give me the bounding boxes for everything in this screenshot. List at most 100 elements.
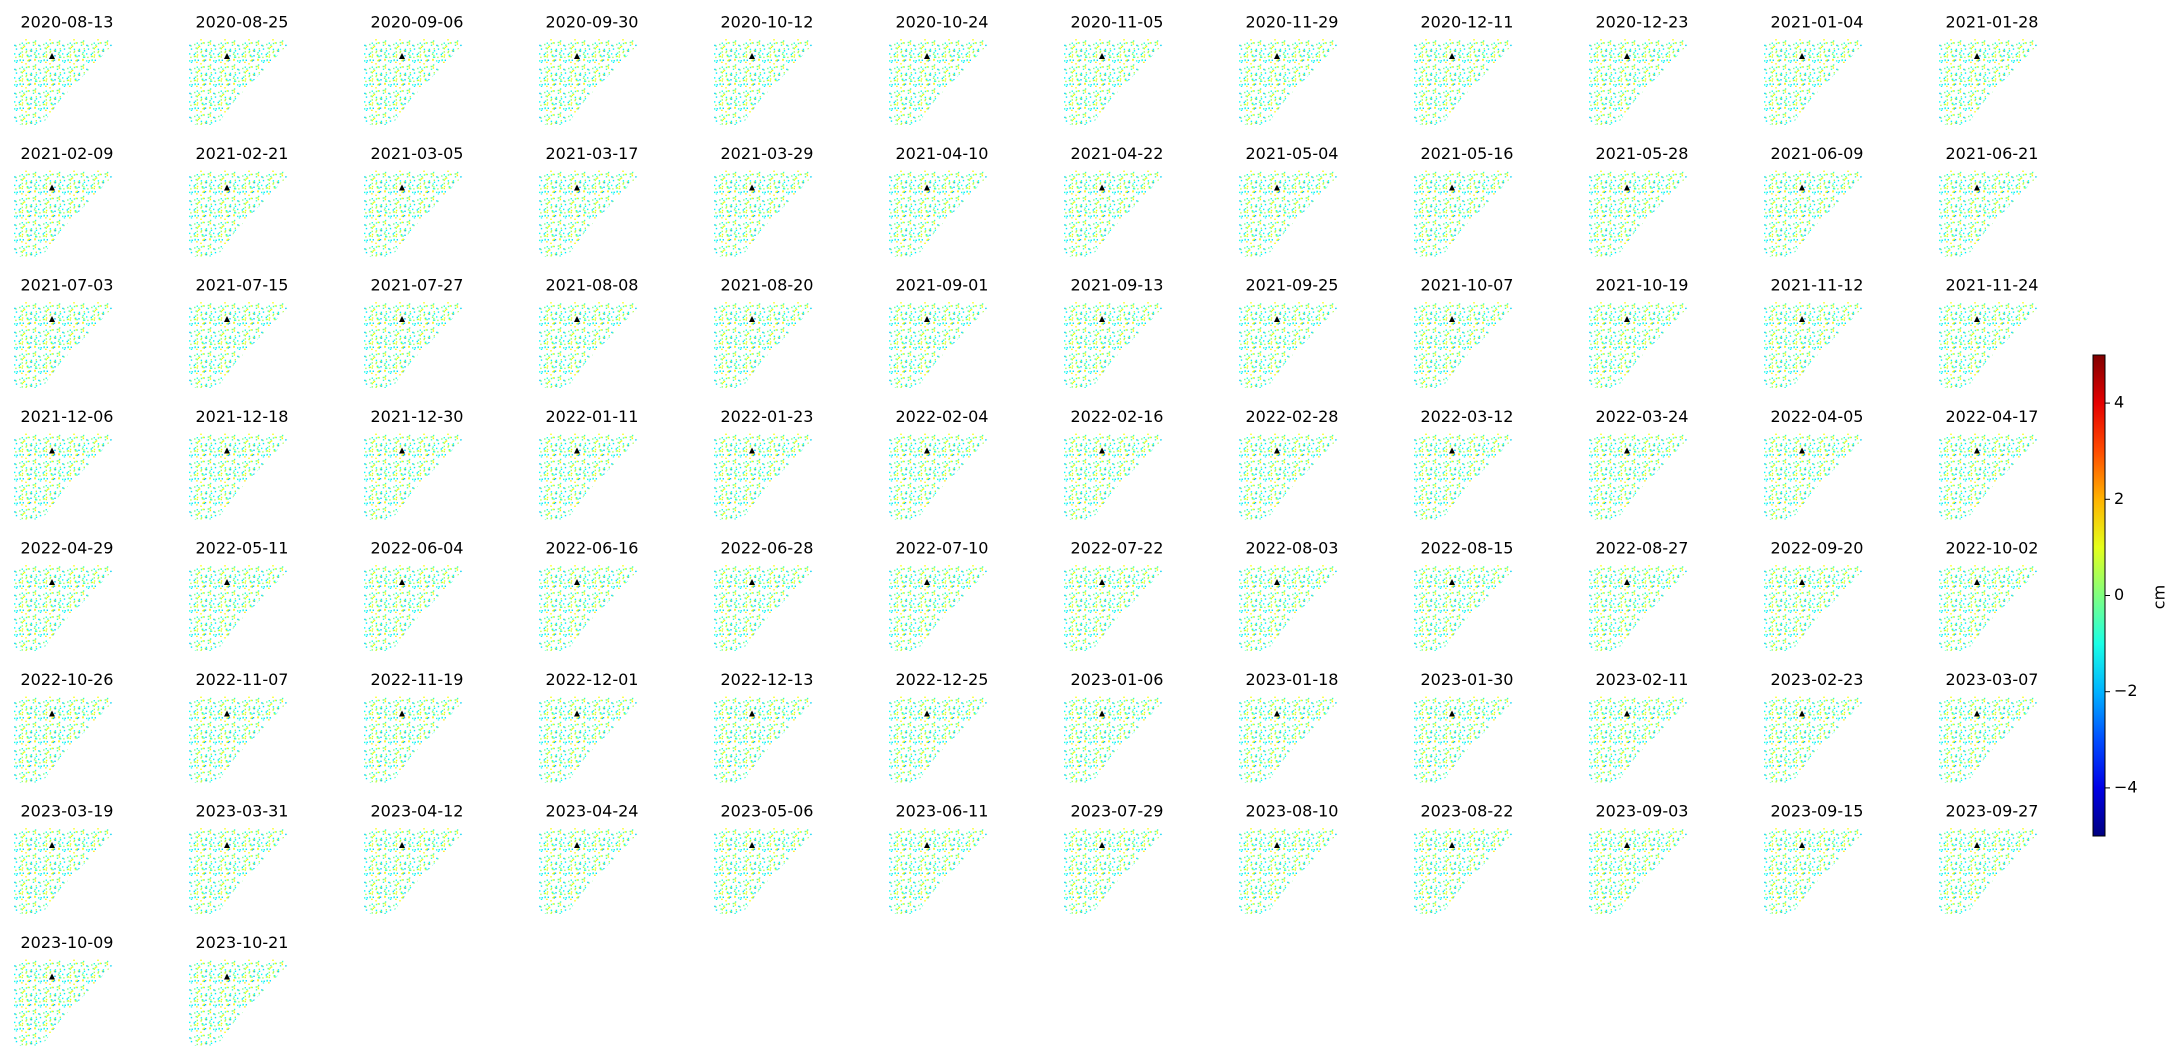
- reference-marker: [1974, 316, 1980, 322]
- panel-title: 2021-12-30: [371, 407, 464, 426]
- panel-title: 2021-12-18: [196, 407, 289, 426]
- map-texture: [714, 170, 818, 257]
- panel-map: [1589, 433, 1693, 520]
- panel-map: [14, 170, 118, 257]
- map-texture: [189, 170, 293, 257]
- panel-map: [539, 433, 643, 520]
- map-texture: [714, 696, 818, 783]
- map-texture: [14, 828, 118, 914]
- panel-title: 2022-08-27: [1596, 539, 1689, 558]
- panel-map: [1939, 696, 2043, 783]
- map-texture: [14, 39, 118, 125]
- panel-map: [1589, 39, 1693, 125]
- reference-marker: [1449, 579, 1455, 585]
- map-texture: [1239, 170, 1343, 257]
- panel-map: [189, 170, 293, 257]
- reference-marker: [749, 184, 755, 191]
- reference-marker: [399, 447, 405, 454]
- panel-map: [1939, 828, 2043, 914]
- reference-marker: [749, 842, 755, 848]
- reference-marker: [1974, 842, 1980, 848]
- panel-map: [1589, 828, 1693, 914]
- panel-map: [1589, 565, 1693, 651]
- reference-marker: [1799, 316, 1805, 322]
- map-texture: [1414, 565, 1518, 651]
- reference-marker: [574, 184, 580, 191]
- tick-label: 4: [2114, 393, 2124, 412]
- panel-map: [714, 828, 818, 914]
- map-texture: [14, 959, 118, 1046]
- panel-map: [1414, 565, 1518, 651]
- panel-map: [889, 302, 993, 388]
- panel-title: 2022-04-05: [1771, 407, 1864, 426]
- reference-marker: [1099, 842, 1105, 848]
- map-texture: [889, 39, 993, 125]
- map-texture: [1589, 170, 1693, 257]
- panel-map: [1589, 696, 1693, 783]
- panel-map: [1414, 828, 1518, 914]
- map-texture: [1589, 39, 1693, 125]
- map-texture: [1939, 170, 2043, 257]
- panel-map: [714, 302, 818, 388]
- panel-title: 2023-09-27: [1946, 802, 2039, 821]
- panel-title: 2023-08-10: [1246, 802, 1339, 821]
- panel-title: 2022-01-23: [721, 407, 814, 426]
- panel-title: 2022-02-04: [896, 407, 989, 426]
- panel-map: [1414, 302, 1518, 388]
- panel-map: [1239, 302, 1343, 388]
- map-texture: [1764, 39, 1868, 125]
- reference-marker: [1274, 579, 1280, 585]
- reference-marker: [399, 184, 405, 191]
- reference-marker: [1799, 842, 1805, 848]
- reference-marker: [1799, 579, 1805, 585]
- reference-marker: [1099, 53, 1105, 59]
- panel-title: 2021-01-28: [1946, 13, 2039, 32]
- map-texture: [539, 828, 643, 914]
- panel-title: 2023-03-07: [1946, 670, 2039, 689]
- reference-marker: [1974, 579, 1980, 585]
- reference-marker: [1449, 447, 1455, 454]
- reference-marker: [574, 53, 580, 59]
- reference-marker: [1274, 53, 1280, 59]
- panel-map: [1414, 433, 1518, 520]
- map-texture: [1764, 170, 1868, 257]
- reference-marker: [49, 316, 55, 322]
- reference-marker: [924, 53, 930, 59]
- panel-title: 2023-01-06: [1071, 670, 1164, 689]
- reference-marker: [224, 447, 230, 454]
- map-texture: [714, 828, 818, 914]
- panel-map: [1764, 433, 1868, 520]
- reference-marker: [224, 842, 230, 848]
- reference-marker: [49, 579, 55, 585]
- panel-title: 2023-05-06: [721, 802, 814, 821]
- reference-marker: [1449, 842, 1455, 848]
- reference-marker: [924, 579, 930, 585]
- panel-map: [364, 696, 468, 783]
- panel-title: 2021-03-17: [546, 144, 639, 163]
- panel-title: 2020-10-24: [896, 13, 989, 32]
- panel-title: 2021-11-12: [1771, 276, 1864, 295]
- map-texture: [1414, 433, 1518, 520]
- panel-title: 2021-07-27: [371, 276, 464, 295]
- panel-title: 2020-11-29: [1246, 13, 1339, 32]
- panel-map: [539, 696, 643, 783]
- panel-map: [539, 170, 643, 257]
- panel-map: [189, 39, 293, 125]
- map-texture: [1064, 433, 1168, 520]
- panel-map: [189, 302, 293, 388]
- map-texture: [1064, 170, 1168, 257]
- panel-title: 2021-03-29: [721, 144, 814, 163]
- panel-map: [364, 170, 468, 257]
- panel-title: 2023-02-23: [1771, 670, 1864, 689]
- panel-title: 2021-03-05: [371, 144, 464, 163]
- reference-marker: [1624, 842, 1630, 848]
- panel-map: [14, 433, 118, 520]
- reference-marker: [1799, 447, 1805, 454]
- panel-title: 2023-09-03: [1596, 802, 1689, 821]
- panel-title: 2022-12-25: [896, 670, 989, 689]
- reference-marker: [399, 579, 405, 585]
- reference-marker: [49, 973, 55, 980]
- reference-marker: [1274, 184, 1280, 191]
- reference-marker: [1799, 184, 1805, 191]
- panel-map: [1764, 696, 1868, 783]
